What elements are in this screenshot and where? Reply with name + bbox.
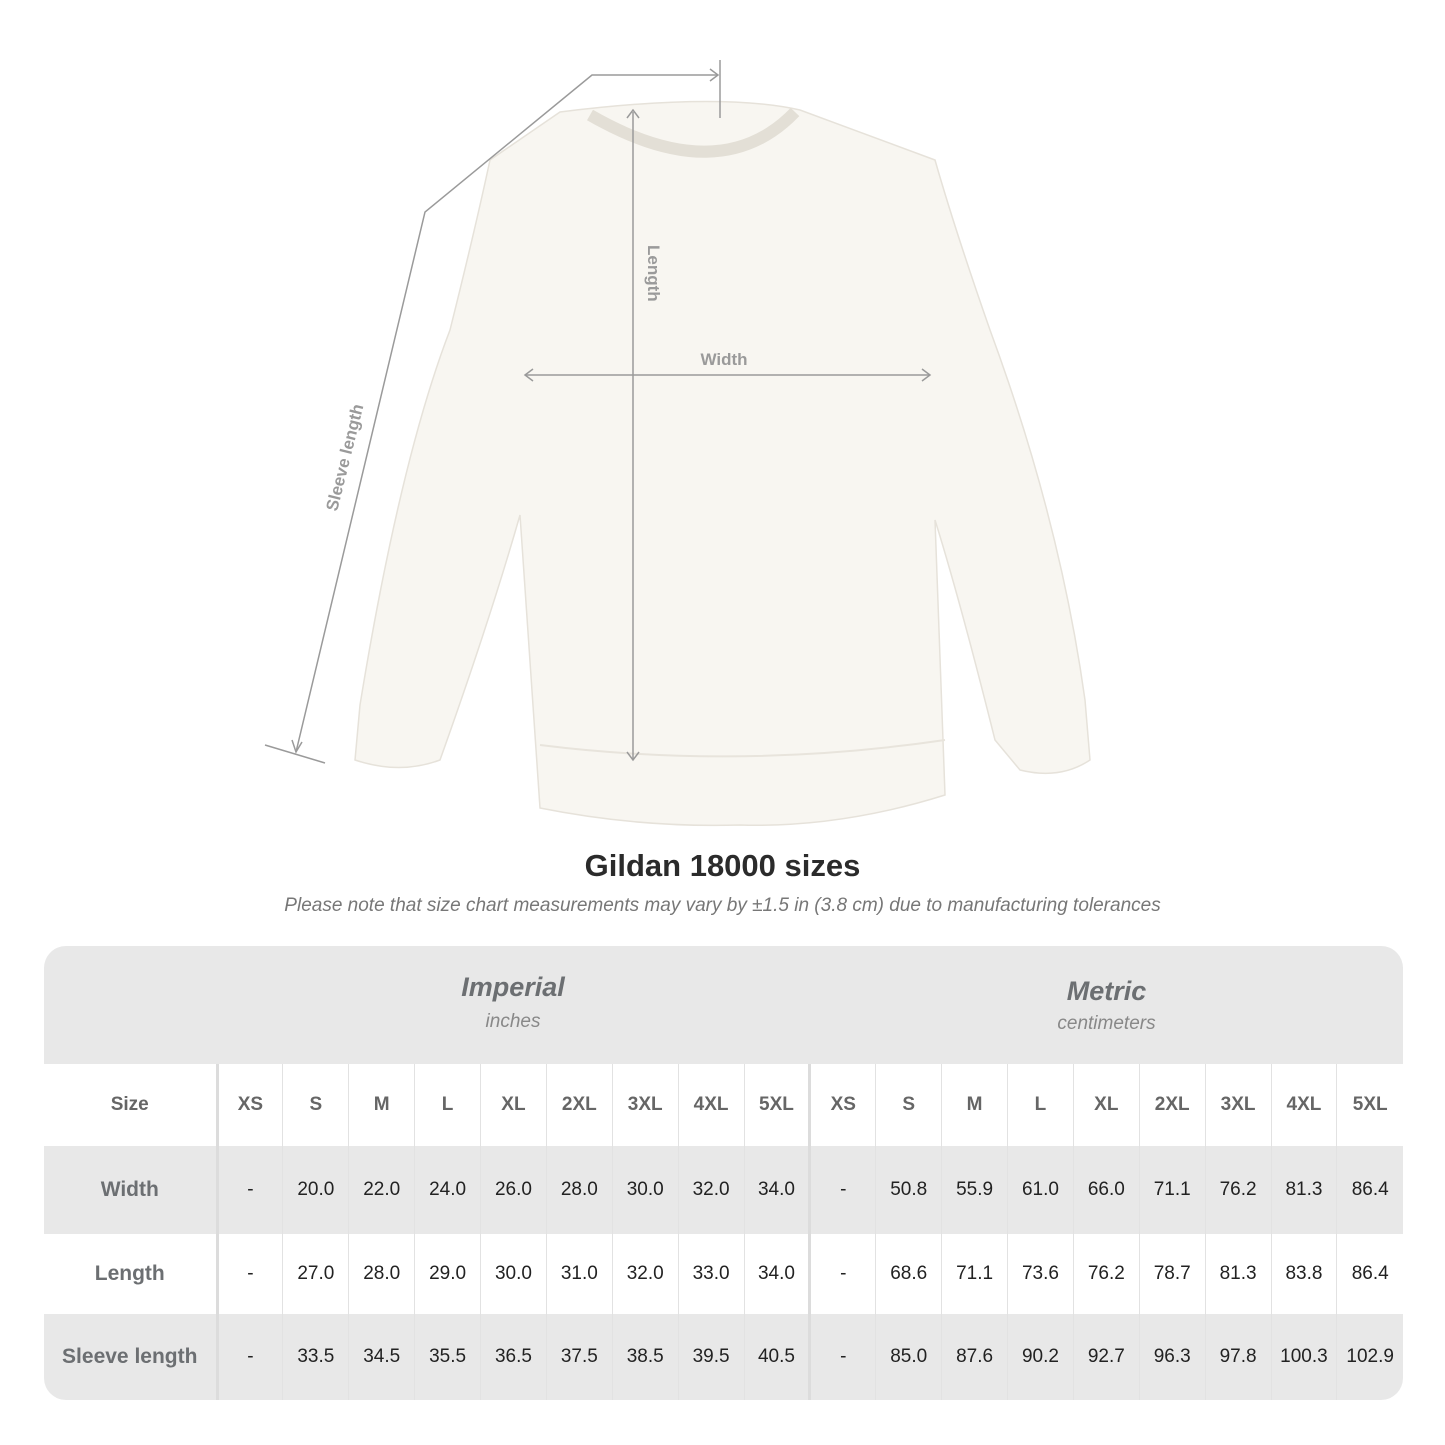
imperial-value-cell: 24.0 [414, 1146, 481, 1234]
size-table-card: Imperial inches Metric centimeters Size X… [44, 946, 1403, 1400]
imperial-size-5xl: 5XL [743, 1064, 810, 1146]
metric-value-cell: 78.7 [1138, 1234, 1206, 1314]
imperial-value-cell: - [216, 1314, 283, 1400]
imperial-group-header: Imperial inches [217, 946, 809, 1064]
metric-value-cell: 68.6 [875, 1234, 942, 1314]
imperial-value-cell: 20.0 [282, 1146, 349, 1234]
metric-value-cell: 61.0 [1007, 1146, 1074, 1234]
imperial-value-cell: 32.0 [677, 1146, 744, 1234]
metric-value-cell: 97.8 [1204, 1314, 1271, 1400]
length-label: Length [644, 245, 663, 302]
imperial-value-cell: 26.0 [480, 1146, 547, 1234]
metric-group-header: Metric centimeters [810, 946, 1403, 1064]
metric-value-cell: 102.9 [1336, 1314, 1403, 1400]
imperial-size-4xl: 4XL [677, 1064, 744, 1146]
imperial-size-xl: XL [480, 1064, 547, 1146]
metric-value-cell: 50.8 [875, 1146, 942, 1234]
imperial-size-s: S [282, 1064, 349, 1146]
sleeve-length-label: Sleeve length [322, 402, 367, 513]
imperial-value-cell: 33.0 [677, 1234, 744, 1314]
row-label: Length [44, 1234, 219, 1314]
imperial-value-cell: 28.0 [545, 1146, 613, 1234]
metric-value-cell: 71.1 [1138, 1146, 1206, 1234]
imperial-size-l: L [414, 1064, 481, 1146]
size-table: Size XS S M L XL 2XL 3XL 4XL 5XL XS S M L XL 2XL 3XL 4XL 5… [44, 1064, 1403, 1400]
imperial-value-cell: 33.5 [282, 1314, 349, 1400]
imperial-size-3xl: 3XL [611, 1064, 679, 1146]
metric-size-2xl: 2XL [1138, 1064, 1206, 1146]
metric-size-4xl: 4XL [1270, 1064, 1337, 1146]
metric-value-cell: 90.2 [1007, 1314, 1074, 1400]
imperial-value-cell: 34.5 [348, 1314, 415, 1400]
table-row: Sleeve length -33.5 34.5 35.5 36.5 37.5 38.5 39… [44, 1314, 1403, 1400]
metric-value-cell: - [808, 1234, 876, 1314]
metric-value-cell: 66.0 [1072, 1146, 1140, 1234]
metric-value-cell: - [808, 1146, 876, 1234]
table-row: Length -27.0 28.0 29.0 30.0 31.0 32.0 33.0 34.0-… [44, 1234, 1403, 1314]
metric-value-cell: 76.2 [1204, 1146, 1271, 1234]
imperial-value-cell: 30.0 [480, 1234, 547, 1314]
imperial-size-m: M [348, 1064, 415, 1146]
imperial-value-cell: 36.5 [480, 1314, 547, 1400]
metric-value-cell: 86.4 [1336, 1234, 1403, 1314]
imperial-value-cell: 32.0 [611, 1234, 679, 1314]
size-header-row: Size XS S M L XL 2XL 3XL 4XL 5XL XS S M L XL 2XL 3XL 4XL 5… [44, 1064, 1403, 1146]
imperial-value-cell: 37.5 [545, 1314, 613, 1400]
table-row: Width -20.0 22.0 24.0 26.0 28.0 30.0 32.0 34.0-5… [44, 1146, 1403, 1234]
tolerance-note: Please note that size chart measurements… [284, 895, 1161, 916]
imperial-value-cell: 40.5 [743, 1314, 810, 1400]
metric-unit: centimeters [1057, 1013, 1156, 1034]
metric-size-3xl: 3XL [1204, 1064, 1271, 1146]
imperial-value-cell: 29.0 [414, 1234, 481, 1314]
imperial-title: Imperial [461, 972, 565, 1002]
imperial-value-cell: - [216, 1234, 283, 1314]
metric-value-cell: 96.3 [1138, 1314, 1206, 1400]
imperial-value-cell: 34.0 [743, 1234, 810, 1314]
metric-value-cell: 87.6 [941, 1314, 1008, 1400]
metric-value-cell: 76.2 [1072, 1234, 1140, 1314]
metric-value-cell: - [808, 1314, 876, 1400]
imperial-value-cell: 27.0 [282, 1234, 349, 1314]
imperial-value-cell: 34.0 [743, 1146, 810, 1234]
imperial-unit: inches [485, 1011, 541, 1032]
imperial-value-cell: 22.0 [348, 1146, 415, 1234]
width-label: Width [700, 350, 747, 369]
imperial-size-xs: XS [216, 1064, 283, 1146]
metric-size-l: L [1007, 1064, 1074, 1146]
metric-value-cell: 100.3 [1270, 1314, 1337, 1400]
sweatshirt-illustration: Length Width Sleeve length [264, 60, 1091, 827]
metric-value-cell: 73.6 [1007, 1234, 1074, 1314]
metric-size-xl: XL [1072, 1064, 1140, 1146]
imperial-value-cell: 35.5 [414, 1314, 481, 1400]
imperial-size-2xl: 2XL [545, 1064, 613, 1146]
metric-value-cell: 86.4 [1336, 1146, 1403, 1234]
imperial-value-cell: - [216, 1146, 283, 1234]
metric-size-5xl: 5XL [1336, 1064, 1403, 1146]
imperial-value-cell: 38.5 [611, 1314, 679, 1400]
imperial-value-cell: 30.0 [611, 1146, 679, 1234]
imperial-value-cell: 31.0 [545, 1234, 613, 1314]
metric-value-cell: 71.1 [941, 1234, 1008, 1314]
metric-value-cell: 83.8 [1270, 1234, 1337, 1314]
imperial-value-cell: 39.5 [677, 1314, 744, 1400]
sweatshirt-image [354, 100, 1091, 827]
metric-title: Metric [1066, 976, 1147, 1006]
row-label: Width [44, 1146, 219, 1234]
metric-size-xs: XS [808, 1064, 876, 1146]
metric-value-cell: 81.3 [1204, 1234, 1271, 1314]
metric-value-cell: 81.3 [1270, 1146, 1337, 1234]
size-label: Size [44, 1064, 219, 1146]
metric-size-s: S [875, 1064, 942, 1146]
metric-value-cell: 55.9 [941, 1146, 1008, 1234]
measurement-lines [264, 60, 932, 764]
metric-value-cell: 92.7 [1072, 1314, 1140, 1400]
table-header-band [44, 946, 1403, 1064]
imperial-value-cell: 28.0 [348, 1234, 415, 1314]
metric-value-cell: 85.0 [875, 1314, 942, 1400]
row-label: Sleeve length [44, 1314, 219, 1400]
chart-title: Gildan 18000 sizes [584, 848, 861, 883]
metric-size-m: M [941, 1064, 1008, 1146]
